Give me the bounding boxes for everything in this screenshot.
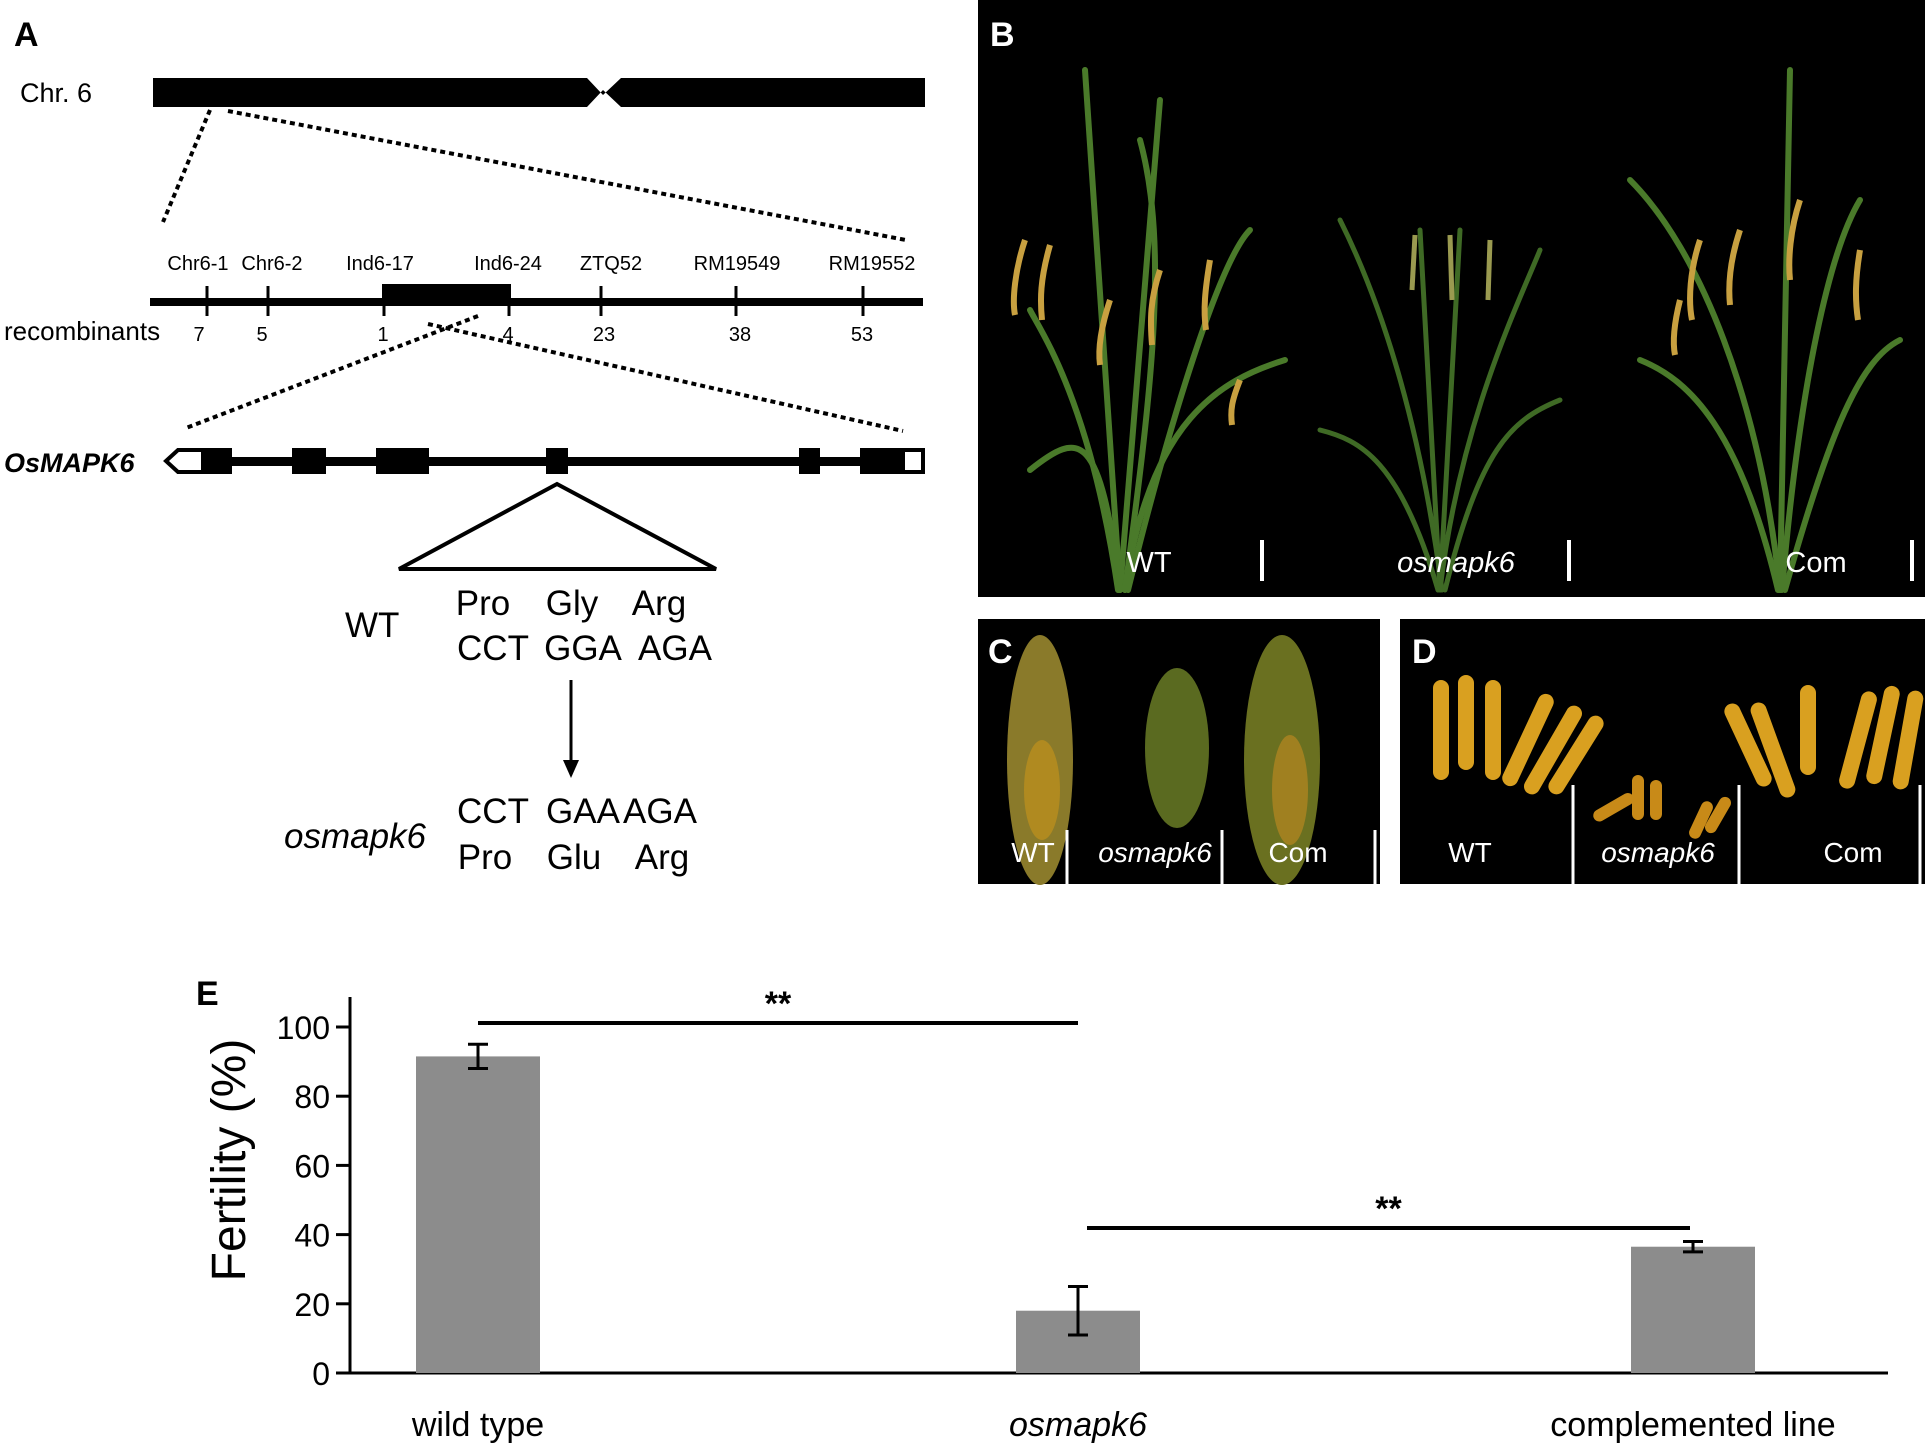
panel-c: C WT osmapk6 Com — [978, 619, 1380, 885]
mutant-plant — [1317, 217, 1563, 593]
panel-c-mutant-label: osmapk6 — [1098, 837, 1212, 868]
y-tick-label: 20 — [294, 1287, 330, 1323]
x-category-label: osmapk6 — [1009, 1406, 1147, 1444]
recombinants-label: recombinants — [4, 316, 160, 346]
panel-d-label: D — [1412, 633, 1437, 671]
wt-panicles — [1010, 239, 1243, 426]
gene-label: OsMAPK6 — [4, 448, 136, 478]
panel-a: A Chr. 6 Chr6-1 Chr6-2 Ind6-17 Ind6-24 Z… — [4, 16, 925, 877]
recombinant-count: 4 — [502, 324, 513, 346]
mutant-codon: GAA — [546, 792, 621, 831]
wt-spikelet-center — [1024, 740, 1060, 840]
marker-name: RM19552 — [829, 253, 916, 275]
genetic-map-line — [150, 298, 923, 306]
exon — [546, 448, 568, 474]
marker-name: Chr6-1 — [167, 253, 228, 275]
panel-d-mutant-label: osmapk6 — [1601, 837, 1715, 868]
x-category-label: complemented line — [1550, 1406, 1835, 1444]
recombinant-count: 7 — [193, 324, 204, 346]
com-spikelet-center — [1272, 735, 1308, 845]
mutation-arrow-head — [563, 760, 579, 778]
chromosome-6 — [153, 78, 925, 107]
panel-d: D WT osmapk6 Com — [1400, 619, 1925, 884]
significance-label: ** — [765, 985, 792, 1023]
mutant-panicles — [1409, 234, 1493, 301]
zoom-line — [185, 314, 479, 430]
y-tick-label: 80 — [294, 1079, 330, 1115]
zoom-line — [427, 322, 904, 433]
wt-amino-acid: Gly — [546, 584, 599, 623]
zoom-line — [161, 109, 212, 223]
panel-a-label: A — [14, 16, 39, 54]
panel-b-com-label: Com — [1785, 547, 1846, 579]
exon — [201, 448, 232, 474]
y-tick-label: 60 — [294, 1148, 330, 1184]
panel-b: B WT osmapk6 Com — [978, 0, 1925, 597]
chromosome-label: Chr. 6 — [20, 78, 92, 108]
utr-5 — [163, 448, 205, 474]
wt-label: WT — [345, 606, 399, 645]
mutant-anthers — [1593, 775, 1731, 839]
panel-b-mutant-label: osmapk6 — [1397, 547, 1516, 579]
com-anthers — [1724, 685, 1924, 798]
com-plant — [1627, 67, 1903, 593]
bar — [416, 1056, 540, 1373]
panel-e-chart: E Fertility (%) 0 20 40 60 80 100 wild type osm… — [196, 975, 1888, 1444]
exon — [376, 448, 429, 474]
mutant-spikelet — [1145, 668, 1209, 828]
mutation-site-triangle — [398, 481, 717, 571]
bar — [1631, 1246, 1755, 1373]
exon — [860, 448, 904, 474]
significance-label: ** — [1375, 1190, 1402, 1228]
x-category-label: wild type — [411, 1406, 544, 1444]
y-tick-label: 100 — [277, 1010, 330, 1046]
y-tick-label: 0 — [312, 1356, 330, 1392]
panel-d-wt-label: WT — [1448, 837, 1492, 868]
mutant-label: osmapk6 — [284, 817, 427, 856]
mutant-codon: AGA — [623, 792, 698, 831]
wt-codon: GGA — [544, 629, 622, 668]
marker-name: RM19549 — [694, 253, 781, 275]
wt-codon: AGA — [638, 629, 713, 668]
panel-e-label: E — [196, 975, 219, 1013]
marker-name: Chr6-2 — [241, 253, 302, 275]
panel-b-label: B — [990, 16, 1015, 54]
panel-b-wt-label: WT — [1126, 547, 1171, 579]
chart-marks: 0 20 40 60 80 100 wild type osmapk6 complemented… — [277, 985, 1888, 1444]
panel-c-wt-label: WT — [1011, 837, 1055, 868]
y-tick-label: 40 — [294, 1218, 330, 1254]
wt-plant — [1027, 67, 1288, 593]
zoom-line — [227, 109, 907, 242]
marker-name: Ind6-17 — [346, 253, 414, 275]
mutant-amino-acid: Pro — [458, 838, 512, 877]
panel-d-com-label: Com — [1823, 837, 1882, 868]
mutant-amino-acid: Glu — [547, 838, 601, 877]
recombinant-count: 5 — [256, 324, 267, 346]
utr-3 — [901, 448, 925, 474]
mapping-interval — [382, 284, 511, 306]
exon — [799, 448, 820, 474]
recombinant-count: 38 — [729, 324, 751, 346]
panel-c-com-label: Com — [1268, 837, 1327, 868]
recombinant-count: 23 — [593, 324, 615, 346]
y-axis-label: Fertility (%) — [203, 1039, 256, 1282]
recombinant-count: 53 — [851, 324, 873, 346]
marker-name: ZTQ52 — [580, 253, 642, 275]
wt-amino-acid: Pro — [456, 584, 510, 623]
mutant-codon: CCT — [457, 792, 529, 831]
wt-anthers — [1433, 675, 1604, 795]
com-panicles — [1670, 199, 1863, 356]
exon — [292, 448, 326, 474]
wt-amino-acid: Arg — [632, 584, 686, 623]
wt-codon: CCT — [457, 629, 529, 668]
marker-name: Ind6-24 — [474, 253, 542, 275]
mutant-amino-acid: Arg — [635, 838, 689, 877]
recombinant-count: 1 — [377, 324, 388, 346]
panel-c-label: C — [988, 633, 1013, 671]
